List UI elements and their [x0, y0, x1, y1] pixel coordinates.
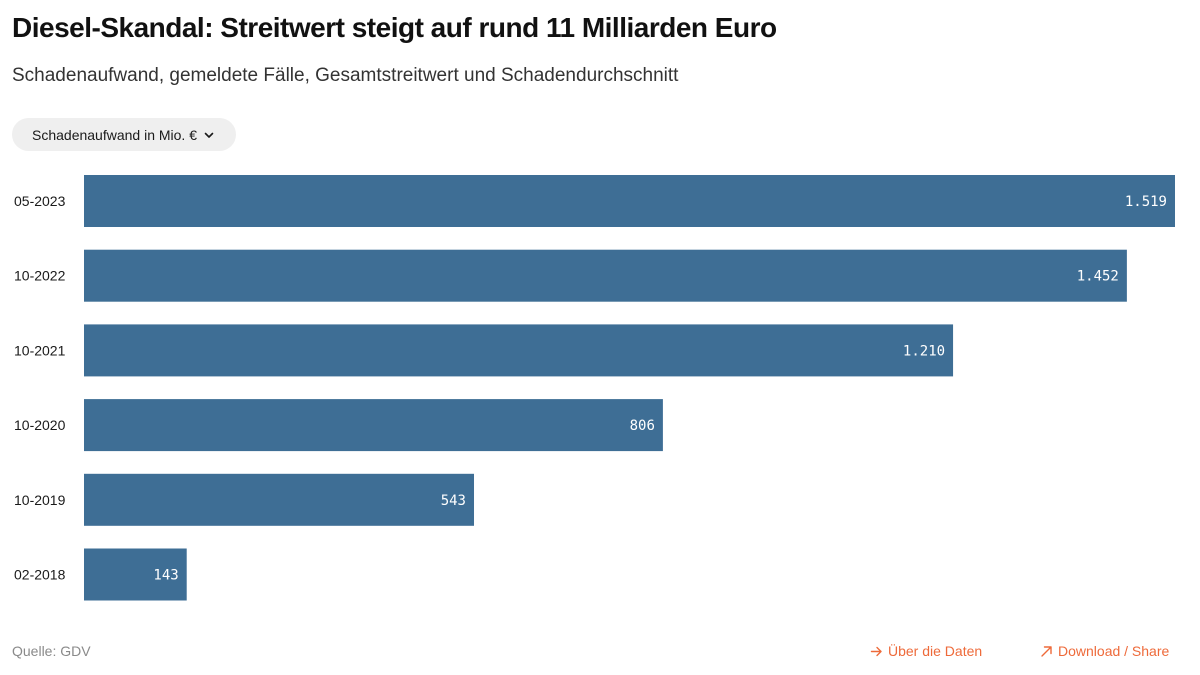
bar	[84, 548, 187, 601]
page-title: Diesel-Skandal: Streitwert steigt auf ru…	[12, 12, 777, 43]
value-label: 1.519	[1125, 194, 1167, 210]
bar	[84, 249, 1127, 302]
value-label: 806	[630, 418, 655, 434]
category-label: 10-2019	[14, 492, 66, 508]
value-label: 1.452	[1077, 269, 1119, 285]
bar	[84, 175, 1175, 227]
bar-row: 02-2018 143	[14, 548, 187, 601]
bar	[84, 473, 475, 526]
arrow-right-icon	[870, 646, 882, 656]
bar	[84, 399, 663, 452]
metric-selector-label: Schadenaufwand in Mio. €	[32, 126, 197, 143]
bar	[84, 324, 954, 377]
source-note: Quelle: GDV	[12, 643, 91, 659]
value-label: 1.210	[903, 343, 945, 359]
bar-row: 10-2021 1.210	[14, 324, 954, 377]
about-data-link[interactable]: Über die Daten	[870, 643, 982, 659]
category-label: 10-2021	[14, 342, 66, 358]
download-share-label: Download / Share	[1058, 643, 1170, 659]
metric-selector-dropdown[interactable]: Schadenaufwand in Mio. €	[12, 118, 236, 151]
bar-row: 10-2020 806	[14, 399, 663, 452]
page-subtitle: Schadenaufwand, gemeldete Fälle, Gesamts…	[12, 65, 679, 86]
value-label: 143	[153, 568, 178, 584]
arrow-up-right-icon	[1041, 645, 1052, 657]
category-label: 05-2023	[14, 193, 66, 209]
category-label: 10-2020	[14, 417, 66, 433]
chevron-down-icon	[204, 132, 214, 138]
download-share-link[interactable]: Download / Share	[1040, 643, 1169, 659]
about-data-label: Über die Daten	[888, 643, 983, 659]
bar-row: 05-2023 1.519	[14, 175, 1175, 227]
category-label: 02-2018	[14, 567, 66, 583]
bar-row: 10-2019 543	[14, 473, 475, 526]
bar-row: 10-2022 1.452	[14, 249, 1127, 302]
value-label: 543	[441, 493, 466, 509]
category-label: 10-2022	[14, 268, 66, 284]
